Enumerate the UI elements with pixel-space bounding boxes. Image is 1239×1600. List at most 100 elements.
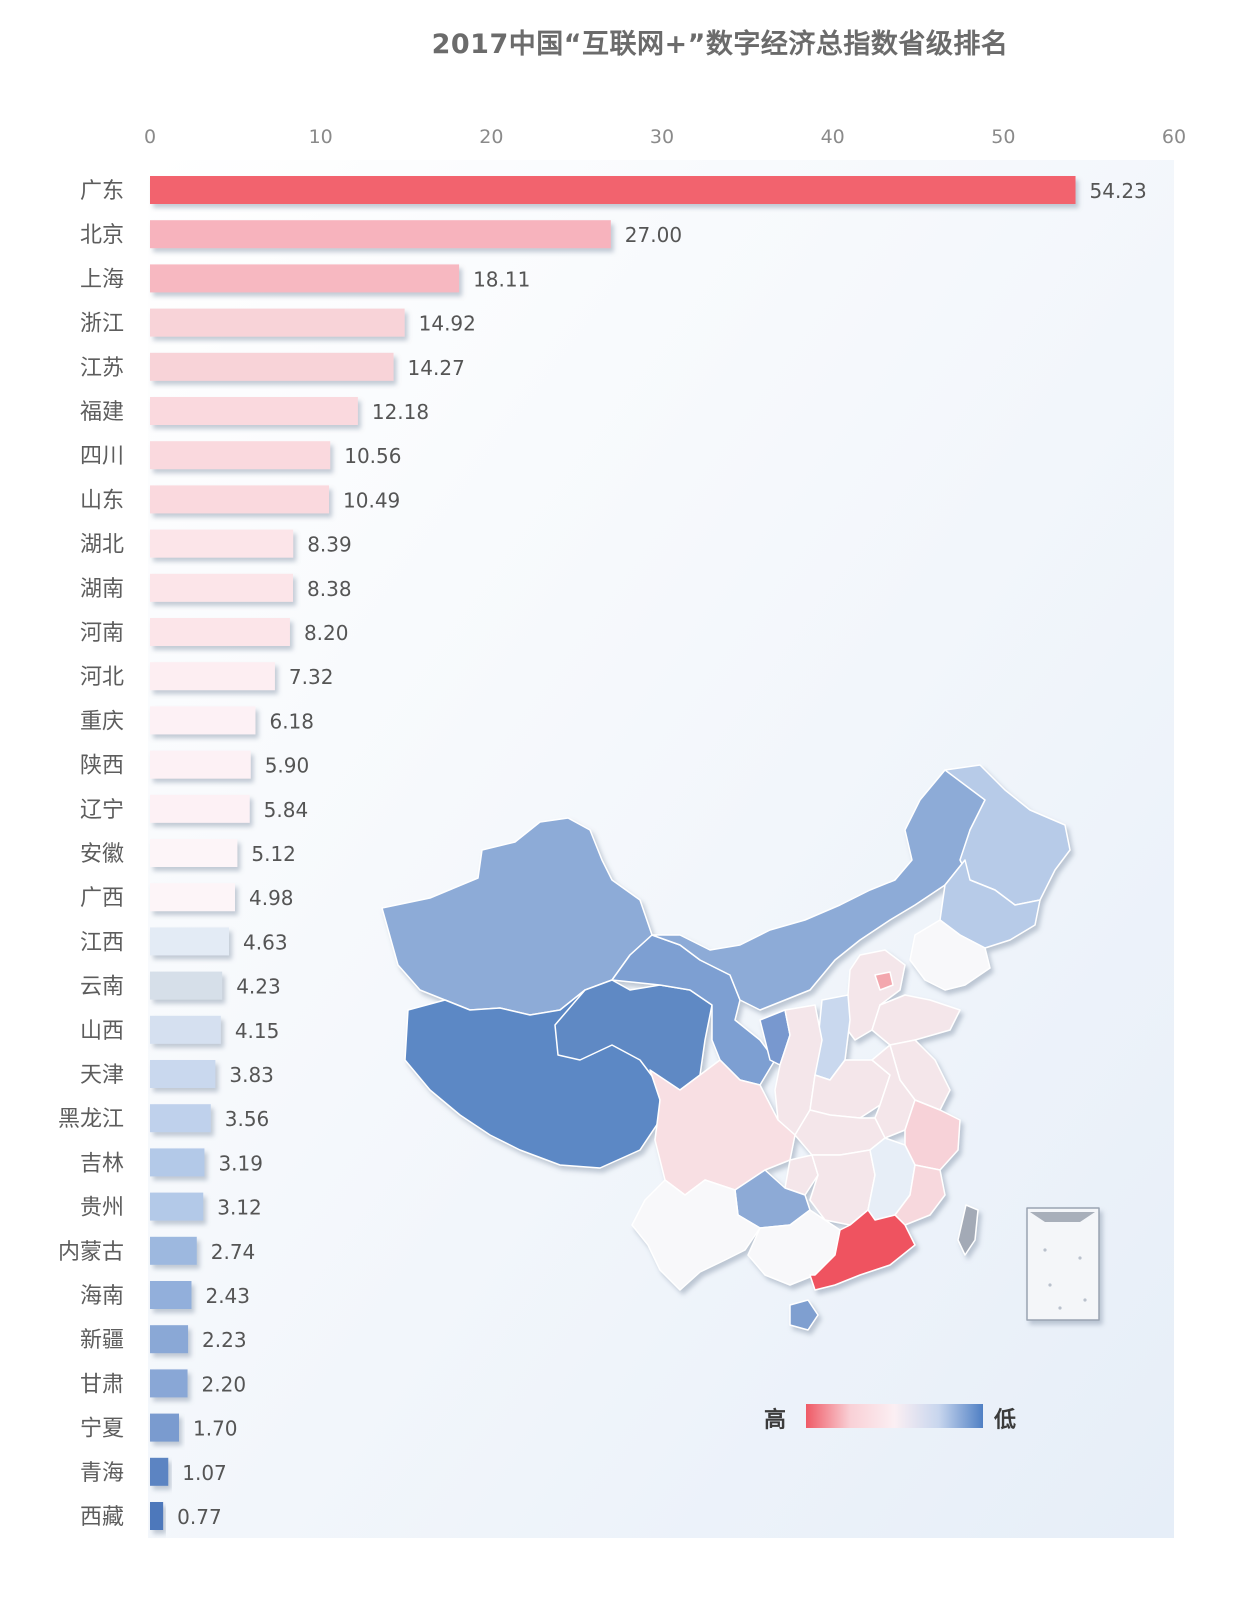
category-label: 内蒙古 (58, 1240, 124, 1265)
x-tick-label: 20 (479, 126, 503, 148)
value-label: 2.43 (205, 1284, 250, 1308)
bar (150, 883, 235, 912)
category-label: 甘肃 (80, 1372, 124, 1397)
bar (150, 573, 294, 602)
bar (150, 1148, 205, 1177)
value-label: 3.56 (225, 1107, 270, 1131)
category-label: 湖南 (80, 577, 124, 602)
value-label: 2.20 (202, 1372, 247, 1396)
category-label: 贵州 (80, 1196, 124, 1221)
category-label: 山西 (80, 1019, 124, 1044)
map-province-taiwan (957, 1204, 979, 1256)
map-province-yunnan (631, 1179, 761, 1291)
bar (150, 1236, 197, 1265)
category-label: 云南 (80, 975, 124, 1000)
category-label: 江西 (80, 930, 124, 955)
bar (150, 1502, 164, 1530)
value-label: 8.39 (307, 533, 352, 557)
value-label: 6.18 (269, 709, 314, 733)
value-label: 14.27 (408, 356, 465, 380)
category-label: 福建 (80, 400, 124, 425)
category-labels: 广东北京上海浙江江苏福建四川山东湖北湖南河南河北重庆陕西辽宁安徽广西江西云南山西… (58, 179, 124, 1530)
value-label: 27.00 (625, 223, 682, 247)
south-china-sea-inset (1026, 1207, 1100, 1321)
map-province-qinghai (554, 979, 713, 1091)
category-label: 河南 (80, 621, 124, 646)
map-province-liaoning (909, 919, 991, 991)
value-label: 4.23 (236, 975, 281, 999)
category-label: 海南 (80, 1284, 124, 1309)
x-tick-label: 10 (309, 126, 333, 148)
bar (150, 1457, 169, 1486)
bar (150, 839, 238, 867)
category-label: 安徽 (80, 842, 124, 867)
bar (150, 1192, 204, 1221)
bar (150, 750, 251, 779)
value-labels: 54.23 27.00 18.11 14.92 14.27 12.18 10.56 10.49… (177, 179, 1147, 1529)
category-label: 广东 (80, 179, 124, 204)
bar (150, 1060, 216, 1088)
bar (150, 176, 1076, 204)
category-label: 湖北 (80, 533, 124, 558)
category-label: 青海 (80, 1461, 124, 1486)
bar (150, 220, 611, 249)
chart-title: 2017中国“互联网+”数字经济总指数省级排名 (431, 29, 1009, 60)
category-label: 重庆 (80, 709, 124, 734)
category-label: 吉林 (80, 1151, 124, 1176)
x-tick-label: 40 (821, 126, 845, 148)
legend-high-label: 高 (764, 1407, 786, 1433)
bar (150, 485, 330, 514)
bar (150, 1015, 221, 1044)
map-province-fujian (894, 1164, 946, 1226)
value-label: 54.23 (1090, 179, 1147, 203)
bars (150, 176, 1076, 1530)
value-label: 4.63 (243, 930, 288, 954)
value-label: 5.84 (264, 798, 309, 822)
category-label: 山东 (80, 488, 124, 513)
category-label: 浙江 (80, 312, 124, 337)
map-province-shandong (871, 994, 961, 1046)
bar (150, 794, 250, 823)
bar (150, 1281, 192, 1309)
category-label: 四川 (80, 444, 124, 469)
value-label: 2.74 (211, 1240, 256, 1264)
map-province-anhui (871, 1044, 916, 1139)
value-label: 5.90 (265, 754, 310, 778)
x-axis: 0 10 20 30 40 50 60 (144, 126, 1186, 148)
value-label: 1.70 (193, 1417, 238, 1441)
bar (150, 308, 405, 337)
value-label: 10.49 (343, 488, 400, 512)
value-label: 14.92 (419, 312, 476, 336)
bar (150, 529, 294, 558)
category-label: 西藏 (80, 1505, 124, 1530)
bar (150, 971, 223, 1000)
bar (150, 1413, 180, 1442)
value-label: 12.18 (372, 400, 429, 424)
category-label: 新疆 (80, 1328, 124, 1353)
value-label: 7.32 (289, 665, 334, 689)
value-label: 2.23 (202, 1328, 247, 1352)
value-label: 3.19 (218, 1151, 263, 1175)
x-tick-label: 60 (1162, 126, 1186, 148)
value-label: 8.20 (304, 621, 349, 645)
category-label: 宁夏 (80, 1417, 124, 1442)
value-label: 10.56 (344, 444, 401, 468)
x-tick-label: 50 (991, 126, 1015, 148)
category-label: 广西 (80, 886, 124, 911)
bar (150, 927, 230, 956)
x-tick-label: 0 (144, 126, 156, 148)
category-label: 辽宁 (80, 798, 124, 823)
x-tick-label: 30 (650, 126, 674, 148)
category-label: 北京 (80, 223, 124, 248)
value-label: 1.07 (182, 1461, 227, 1485)
category-label: 陕西 (80, 754, 124, 779)
bar (150, 1369, 188, 1398)
bar (150, 441, 331, 470)
color-legend: 高 低 (764, 1404, 1016, 1433)
china-map (381, 764, 1100, 1331)
category-label: 江苏 (80, 356, 124, 381)
bar (150, 264, 460, 293)
value-label: 3.12 (217, 1196, 262, 1220)
value-label: 4.98 (249, 886, 294, 910)
